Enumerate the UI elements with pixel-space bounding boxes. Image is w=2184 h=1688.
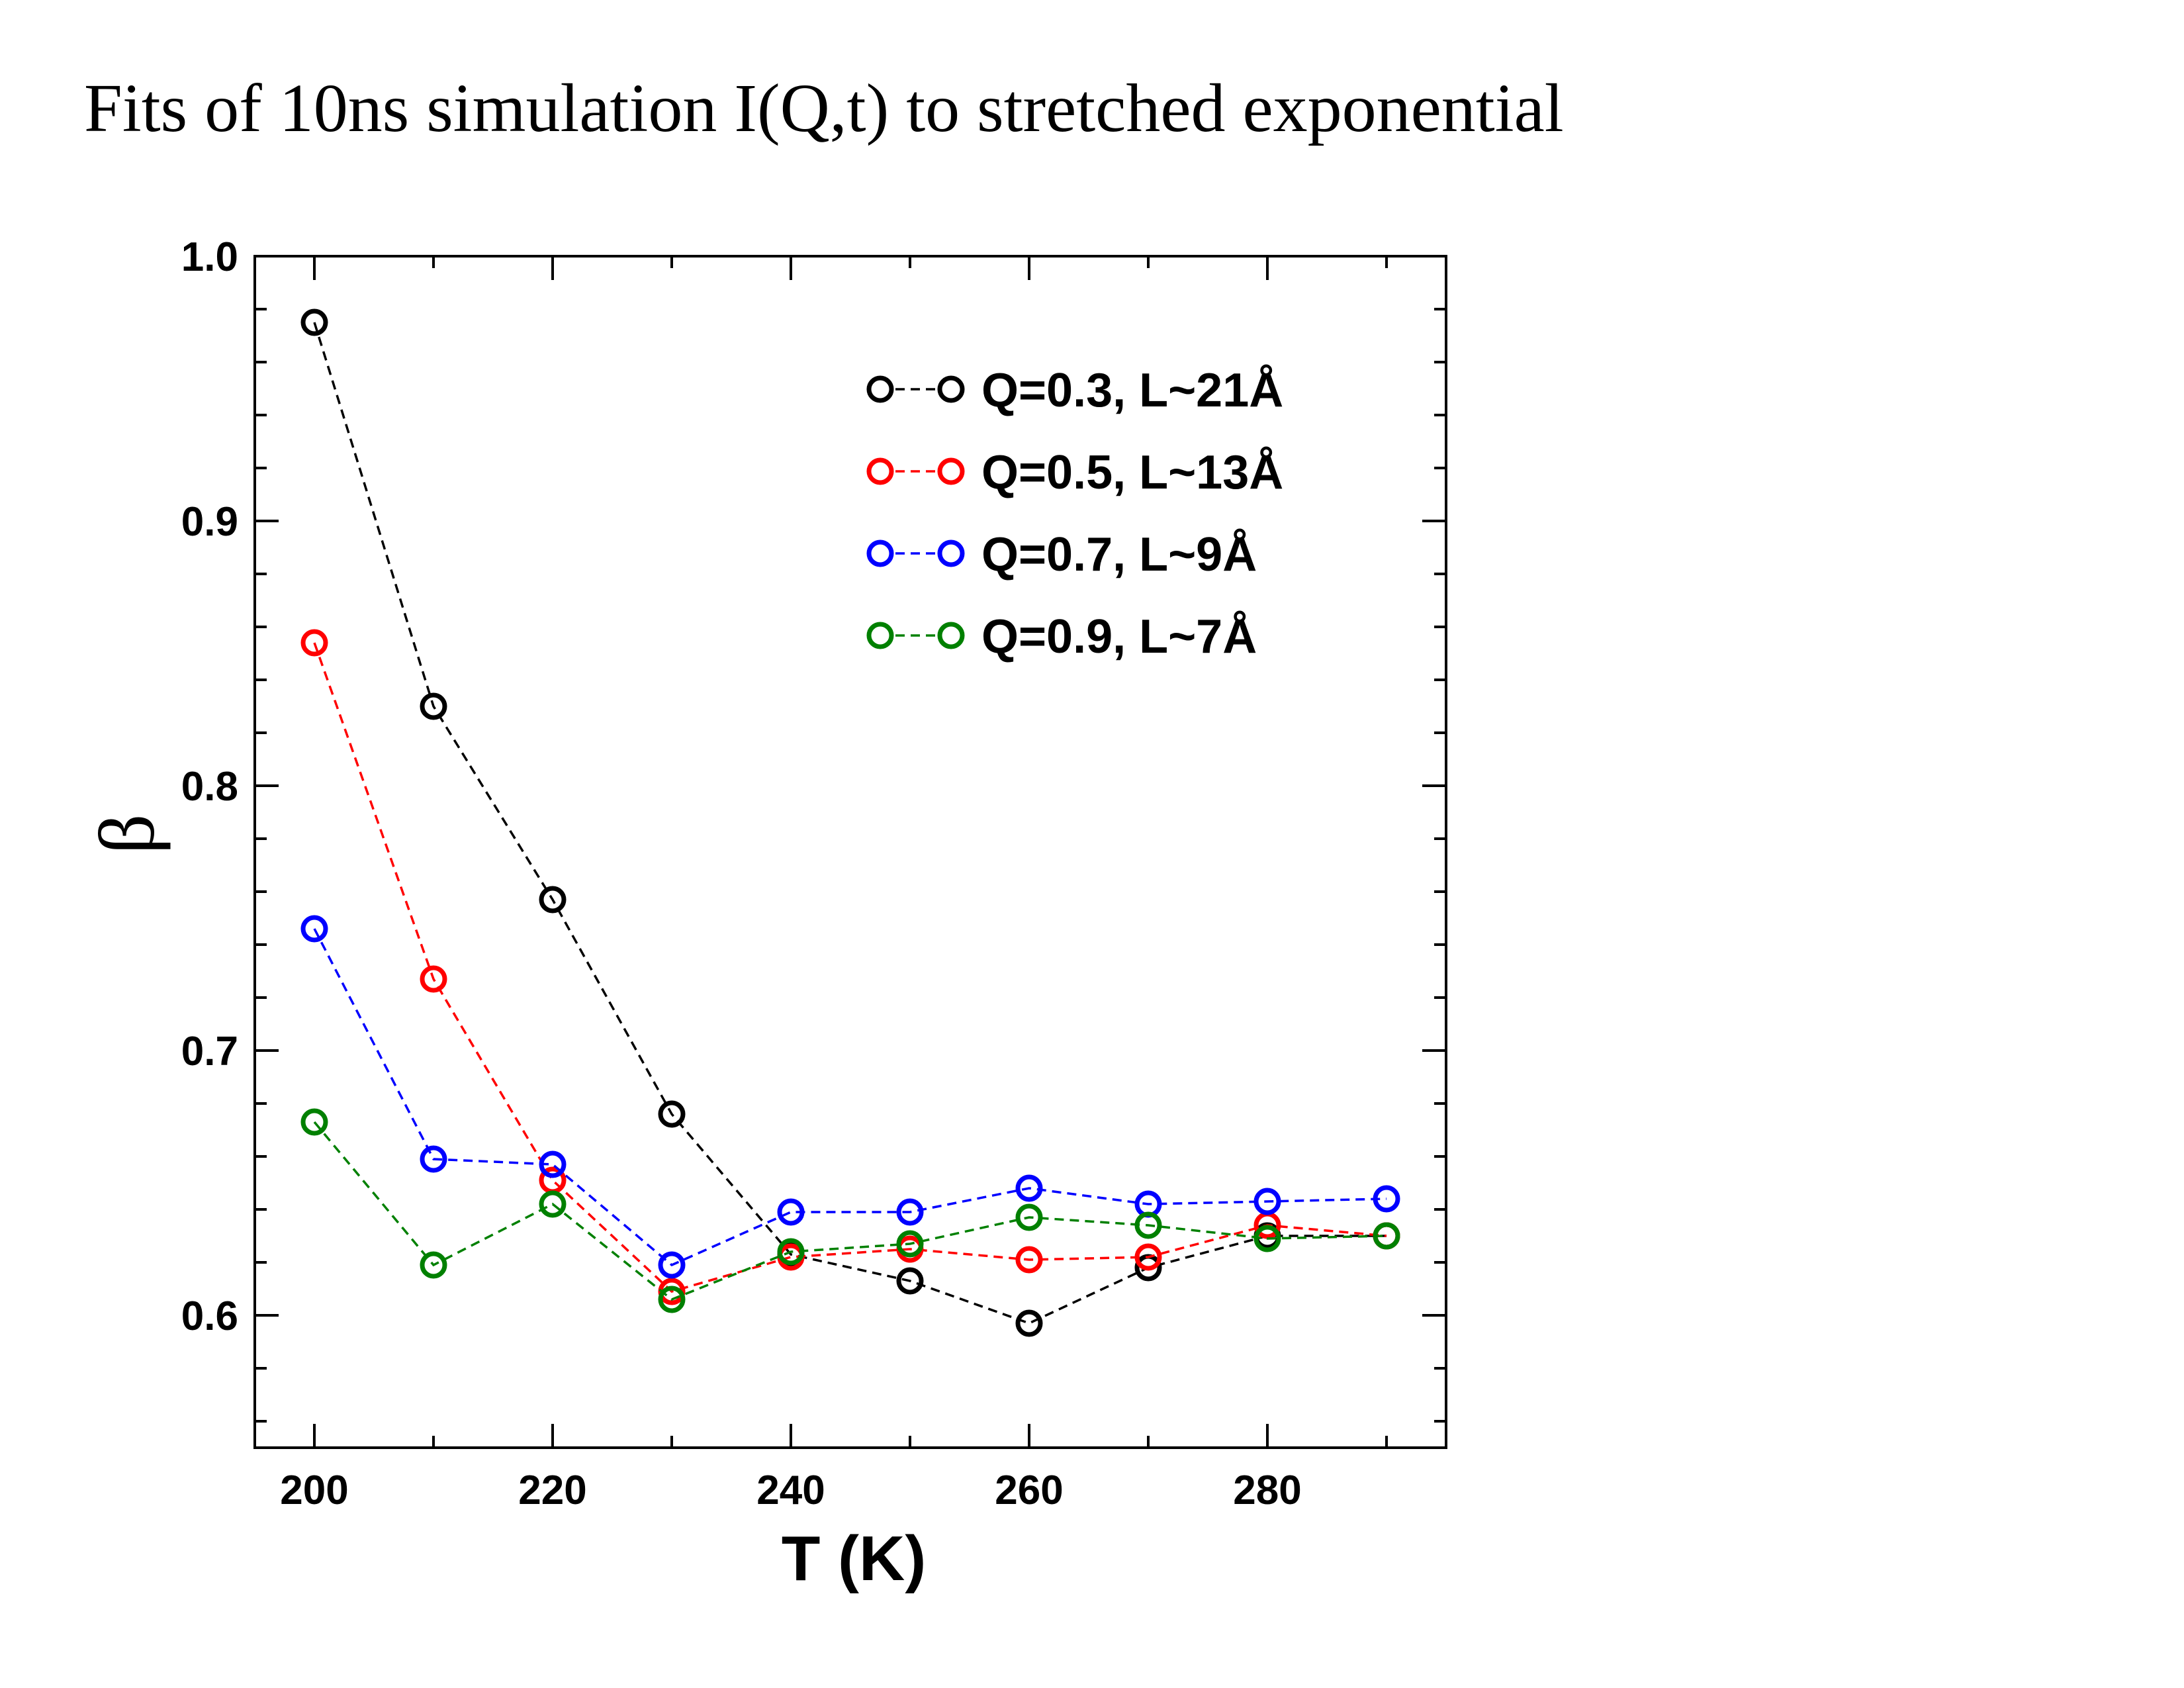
legend-marker [866, 457, 894, 485]
plot-frame [253, 255, 1447, 1449]
legend-marker [866, 375, 894, 403]
data-point [539, 1190, 567, 1218]
legend-marker [937, 622, 965, 649]
data-point [658, 1251, 686, 1279]
x-axis-title: T (K) [782, 1523, 927, 1594]
data-point [896, 1230, 924, 1258]
data-point [1015, 1174, 1043, 1202]
data-point [420, 965, 447, 993]
data-point [300, 629, 328, 657]
data-point [300, 308, 328, 336]
data-point [658, 1286, 686, 1313]
legend-label: Q=0.5, L~13Å [981, 446, 1283, 499]
y-tick-label: 0.8 [181, 764, 238, 810]
series-line [313, 1121, 1387, 1301]
data-point [1015, 1309, 1043, 1337]
page-title: Fits of 10ns simulation I(Q,t) to stretc… [84, 70, 1564, 146]
data-point [896, 1198, 924, 1226]
series-line [313, 928, 1387, 1267]
legend-label: Q=0.9, L~7Å [981, 610, 1257, 663]
legend-marker [866, 622, 894, 649]
legend-marker [937, 539, 965, 567]
y-tick-label: 0.7 [181, 1029, 238, 1074]
legend-label: Q=0.7, L~9Å [981, 528, 1257, 581]
data-point [1253, 1225, 1281, 1252]
axis-ticks [255, 255, 1446, 1448]
series-4 [300, 1108, 1400, 1313]
x-tick-label: 280 [1233, 1468, 1301, 1513]
data-point [300, 1108, 328, 1136]
data-point [539, 886, 567, 914]
data-point [300, 915, 328, 943]
x-tick-label: 240 [756, 1468, 825, 1513]
x-tick-label: 200 [280, 1468, 348, 1513]
legend-label: Q=0.3, L~21Å [981, 364, 1283, 417]
data-point [777, 1198, 805, 1226]
legend-marker [937, 457, 965, 485]
axis-tick-labels: 200 220 240 260 280 0.6 0.7 0.8 0.9 1.0 [181, 234, 1302, 1513]
y-tick-label: 0.6 [181, 1293, 238, 1339]
legend-entry: Q=0.9, L~7Å [866, 610, 1257, 663]
data-point [1015, 1246, 1043, 1274]
y-axis-title: β [83, 814, 171, 854]
data-point [896, 1267, 924, 1295]
y-tick-label: 0.9 [181, 499, 238, 545]
data-point [539, 1150, 567, 1178]
legend-marker [866, 539, 894, 567]
series-line [313, 642, 1387, 1293]
data-point [420, 1145, 447, 1173]
y-tick-label: 1.0 [181, 234, 238, 280]
series-line [313, 322, 1387, 1325]
legend-entry: Q=0.3, L~21Å [866, 364, 1283, 417]
data-point [420, 1251, 447, 1279]
series-2 [300, 629, 1400, 1305]
data-point [1373, 1222, 1400, 1250]
data-point [1373, 1185, 1400, 1213]
data-point [1134, 1211, 1162, 1239]
legend: Q=0.3, L~21Å Q=0.5, L~13Å Q=0.7, L~9Å Q=0.9… [866, 364, 1283, 663]
data-point [420, 692, 447, 720]
series-3 [300, 915, 1400, 1279]
x-tick-label: 220 [518, 1468, 586, 1513]
plot-area-border [253, 255, 1447, 1449]
legend-entry: Q=0.7, L~9Å [866, 528, 1257, 581]
legend-marker [937, 375, 965, 403]
data-point [1253, 1188, 1281, 1215]
data-point [1015, 1203, 1043, 1231]
data-point [658, 1100, 686, 1128]
x-tick-label: 260 [995, 1468, 1063, 1513]
legend-entry: Q=0.5, L~13Å [866, 446, 1283, 499]
data-series [300, 308, 1400, 1337]
data-point [1134, 1243, 1162, 1271]
data-point [777, 1238, 805, 1266]
